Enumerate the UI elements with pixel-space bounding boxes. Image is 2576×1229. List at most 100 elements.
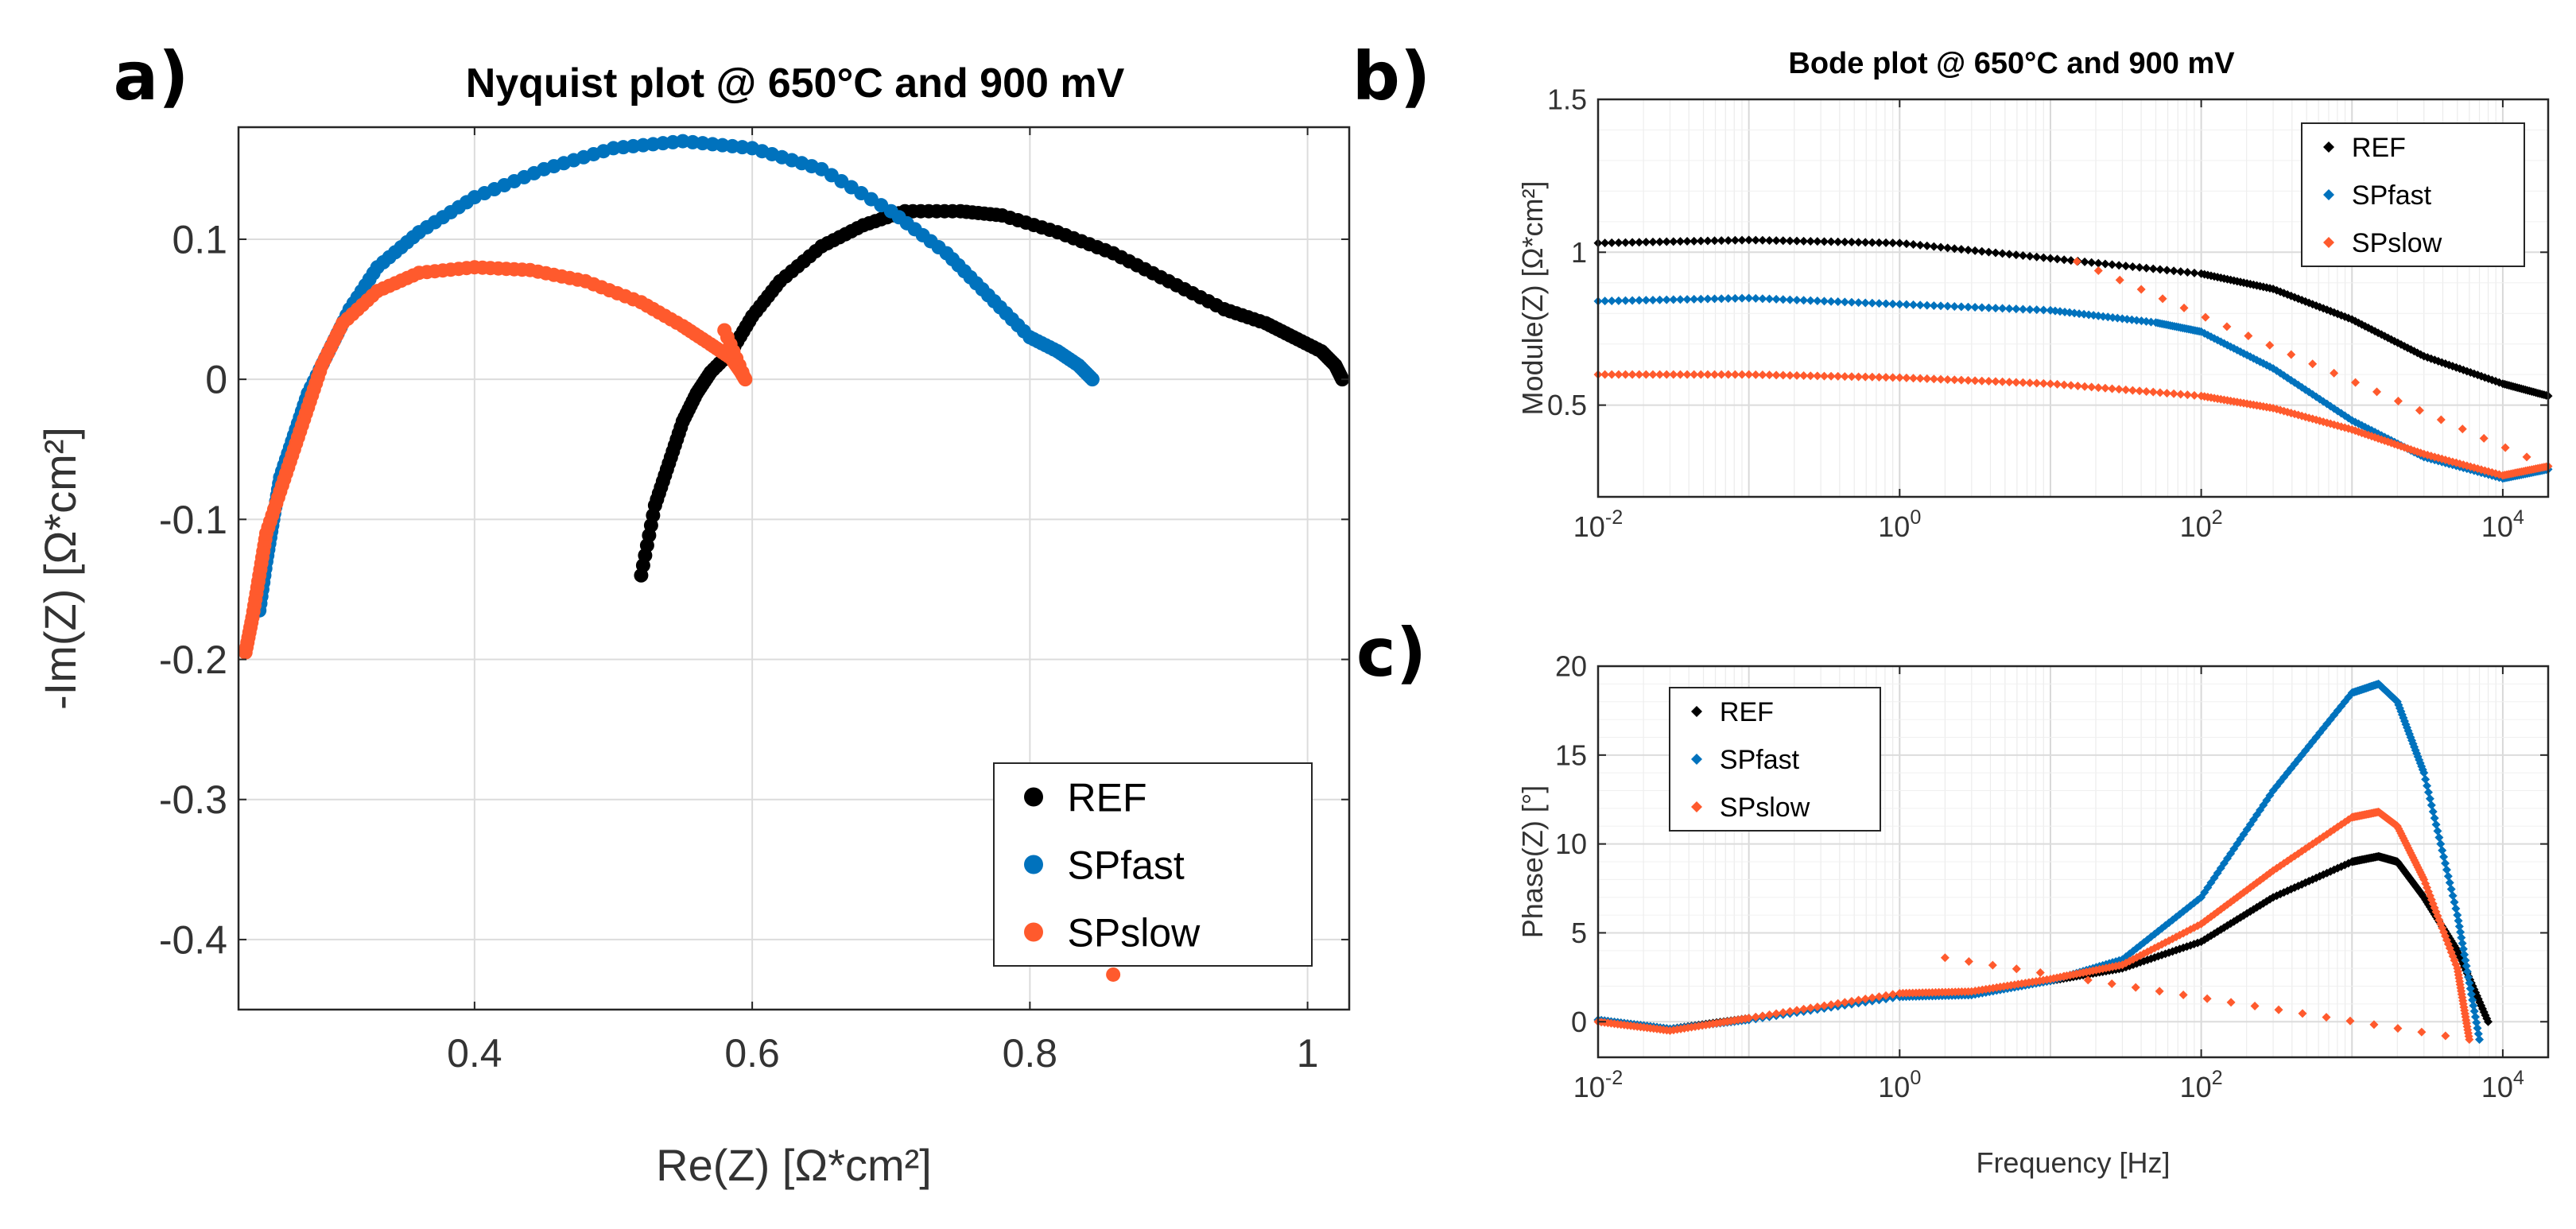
x-tick-label-base: 10 [2180, 1071, 2212, 1103]
data-point-ref [1895, 238, 1904, 248]
data-point-spslow [2148, 387, 2158, 397]
data-point-spslow [2274, 1005, 2283, 1014]
data-point-spfast [1819, 297, 1829, 306]
data-point-ref [1819, 237, 1829, 246]
data-point-ref [1909, 240, 1918, 250]
data-point-spfast [2445, 878, 2454, 887]
data-point-spslow [2182, 390, 2192, 400]
data-point-spfast [1717, 294, 1726, 304]
data-point-ref [1915, 240, 1925, 250]
x-tick-label-exponent: 2 [2212, 506, 2223, 529]
data-point-spslow [1717, 370, 1726, 379]
data-point-spslow [1888, 373, 1898, 382]
x-tick-label-base: 10 [1878, 1071, 1910, 1103]
data-point-spslow [2163, 389, 2172, 398]
data-point-ref [2101, 259, 2110, 269]
data-point-ref [1957, 245, 1966, 254]
data-point-spslow [2244, 331, 2253, 341]
data-point-spfast [2439, 852, 2449, 862]
data-point-ref [1847, 238, 1856, 247]
data-point-spslow [2458, 425, 2467, 434]
data-point-spfast [1799, 296, 1809, 305]
data-point-spfast [1765, 294, 1775, 304]
data-points [1593, 235, 2553, 483]
y-tick-label: 0 [205, 358, 227, 402]
data-point-spslow [1940, 953, 1949, 963]
axes-frame [1596, 98, 2550, 498]
data-point-spslow [2018, 378, 2027, 387]
data-point-ref [1792, 236, 1802, 246]
legend: REF SPfast SPslow [1669, 687, 1881, 832]
data-point-spslow [1874, 372, 1884, 382]
legend-marker-spfast [2323, 189, 2334, 200]
data-point-spslow [2035, 967, 2045, 977]
x-tick-label-base: 10 [1573, 510, 1605, 543]
data-point-spslow [1991, 377, 2000, 386]
data-point-ref [2176, 267, 2186, 277]
legend: REF SPfast SPslow [2301, 122, 2525, 267]
data-point-spslow [2287, 350, 2296, 359]
data-point-spslow [1909, 374, 1918, 383]
data-point-ref [2169, 266, 2178, 276]
data-point-ref [1690, 236, 1699, 246]
data-point-spslow [2465, 1035, 2474, 1045]
data-point-spslow [1874, 992, 1884, 1002]
data-point-spfast [2473, 1023, 2482, 1033]
data-point-spslow [1868, 372, 1877, 382]
data-point-spslow [1655, 370, 1665, 379]
legend-marker-ref [1691, 706, 1702, 717]
data-point-ref [1648, 237, 1658, 246]
data-point-spfast [1730, 293, 1740, 303]
data-point-spfast [2442, 865, 2451, 874]
data-point-spfast [1970, 303, 1980, 312]
data-point-spslow [1868, 993, 1877, 1002]
data-point-ref [1860, 238, 1870, 247]
data-point-spfast [1620, 296, 1630, 305]
data-point-spfast [1949, 301, 1959, 311]
data-point-spfast [2450, 898, 2459, 907]
data-point-spslow [1779, 1008, 1788, 1018]
data-point-ref [2087, 258, 2097, 267]
legend: REF SPfast SPslow [993, 762, 1313, 967]
data-point-spfast [1895, 300, 1904, 309]
data-point-spfast [2039, 305, 2048, 315]
data-point-spslow [1888, 990, 1898, 999]
data-point-spslow [2436, 415, 2446, 425]
data-point-ref [2066, 256, 2076, 266]
data-point-spslow [1779, 370, 1788, 380]
data-point-ref [1627, 238, 1637, 247]
data-point-spfast [1675, 295, 1685, 304]
data-point-spslow [2107, 979, 2116, 988]
data-point-spfast [1779, 295, 1788, 304]
data-point-spfast [1627, 296, 1637, 305]
y-tick-label: 15 [1555, 739, 1587, 771]
data-point-spfast [1662, 295, 1671, 304]
data-point-spfast [2448, 891, 2458, 901]
y-tick-label: -0.2 [159, 638, 227, 682]
data-point-spslow [2073, 381, 2082, 390]
data-point-spslow [1840, 372, 1849, 382]
x-tick-label: 10-2 [1573, 1067, 1623, 1103]
x-tick-label: 0.4 [447, 1031, 502, 1076]
data-point-spslow [2369, 1020, 2379, 1029]
panel-label: c) [1356, 614, 1426, 692]
data-point-spslow [2158, 294, 2167, 304]
data-point-spslow [1881, 373, 1891, 382]
data-point-spfast [2018, 304, 2027, 314]
data-point-ref [1943, 243, 1953, 253]
data-point-spslow [1943, 374, 1953, 384]
data-point-spslow [2087, 382, 2097, 392]
data-point-spslow [2093, 383, 2103, 393]
data-point-spfast [2441, 859, 2450, 868]
series-spslow [1593, 257, 2553, 480]
data-point-spslow [2115, 275, 2124, 285]
data-point-spfast [1655, 295, 1665, 304]
chart-title: Bode plot @ 650°C and 900 mV [1788, 47, 2235, 80]
data-point-ref [2053, 254, 2062, 264]
data-point-spfast [1833, 297, 1843, 307]
data-point-spslow [1847, 372, 1856, 382]
x-tick-label: 0.8 [1003, 1031, 1058, 1076]
y-tick-label: 10 [1555, 828, 1587, 860]
data-points [1593, 679, 2493, 1045]
